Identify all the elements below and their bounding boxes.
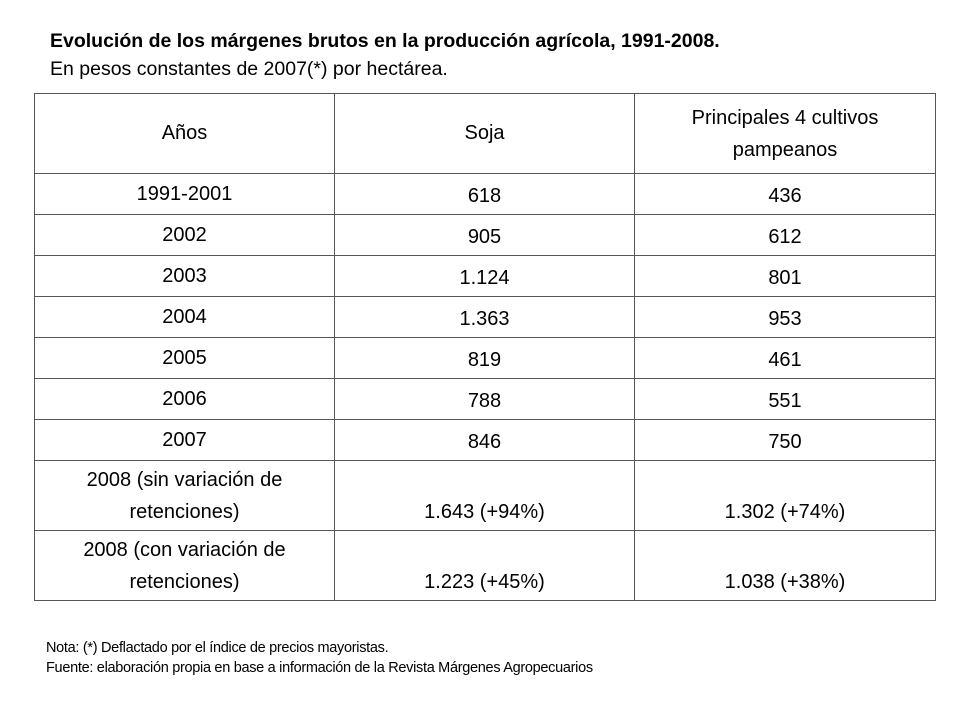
- table-row: 1991-2001 618 436: [34, 173, 936, 215]
- table-row: 2007 846 750: [34, 419, 936, 461]
- table-title: Evolución de los márgenes brutos en la p…: [50, 27, 930, 83]
- cell-cultivos: 1.302 (+74%): [634, 460, 936, 531]
- cell-soja: 819: [334, 337, 635, 379]
- cell-year: 2003: [34, 255, 335, 297]
- cell-cultivos: 1.038 (+38%): [634, 530, 936, 601]
- margins-table: Años Soja Principales 4 cultivos pampean…: [34, 93, 936, 601]
- cell-cultivos: 750: [634, 419, 936, 461]
- cell-soja: 1.124: [334, 255, 635, 297]
- table-row: 2006 788 551: [34, 378, 936, 420]
- cell-year: 2007: [34, 419, 335, 461]
- title-subtitle: En pesos constantes de 2007(*) por hectá…: [50, 58, 448, 80]
- cell-cultivos: 953: [634, 296, 936, 338]
- cell-cultivos: 461: [634, 337, 936, 379]
- footnotes: Nota: (*) Deflactado por el índice de pr…: [46, 638, 593, 678]
- cell-soja: 1.223 (+45%): [334, 530, 635, 601]
- table-row: 2008 (sin variación de retenciones) 1.64…: [34, 460, 936, 531]
- table-row: 2005 819 461: [34, 337, 936, 379]
- cell-soja: 846: [334, 419, 635, 461]
- cell-soja: 1.643 (+94%): [334, 460, 635, 531]
- table-row: 2008 (con variación de retenciones) 1.22…: [34, 530, 936, 601]
- header-cultivos: Principales 4 cultivos pampeanos: [634, 93, 936, 174]
- source-text: Fuente: elaboración propia en base a inf…: [46, 660, 593, 676]
- cell-cultivos: 436: [634, 173, 936, 215]
- cell-year: 2002: [34, 214, 335, 256]
- table-row: 2002 905 612: [34, 214, 936, 256]
- cell-soja: 1.363: [334, 296, 635, 338]
- header-soja: Soja: [334, 93, 635, 174]
- cell-year: 2005: [34, 337, 335, 379]
- cell-year: 1991-2001: [34, 173, 335, 215]
- note-text: Nota: (*) Deflactado por el índice de pr…: [46, 640, 389, 656]
- title-main: Evolución de los márgenes brutos en la p…: [50, 30, 720, 52]
- cell-cultivos: 612: [634, 214, 936, 256]
- cell-cultivos: 801: [634, 255, 936, 297]
- cell-soja: 905: [334, 214, 635, 256]
- cell-year: 2008 (con variación de retenciones): [34, 530, 335, 601]
- cell-soja: 788: [334, 378, 635, 420]
- cell-year: 2008 (sin variación de retenciones): [34, 460, 335, 531]
- cell-year: 2004: [34, 296, 335, 338]
- header-years: Años: [34, 93, 335, 174]
- table-row: 2003 1.124 801: [34, 255, 936, 297]
- table-row: 2004 1.363 953: [34, 296, 936, 338]
- cell-cultivos: 551: [634, 378, 936, 420]
- header-row: Años Soja Principales 4 cultivos pampean…: [34, 93, 936, 174]
- cell-soja: 618: [334, 173, 635, 215]
- cell-year: 2006: [34, 378, 335, 420]
